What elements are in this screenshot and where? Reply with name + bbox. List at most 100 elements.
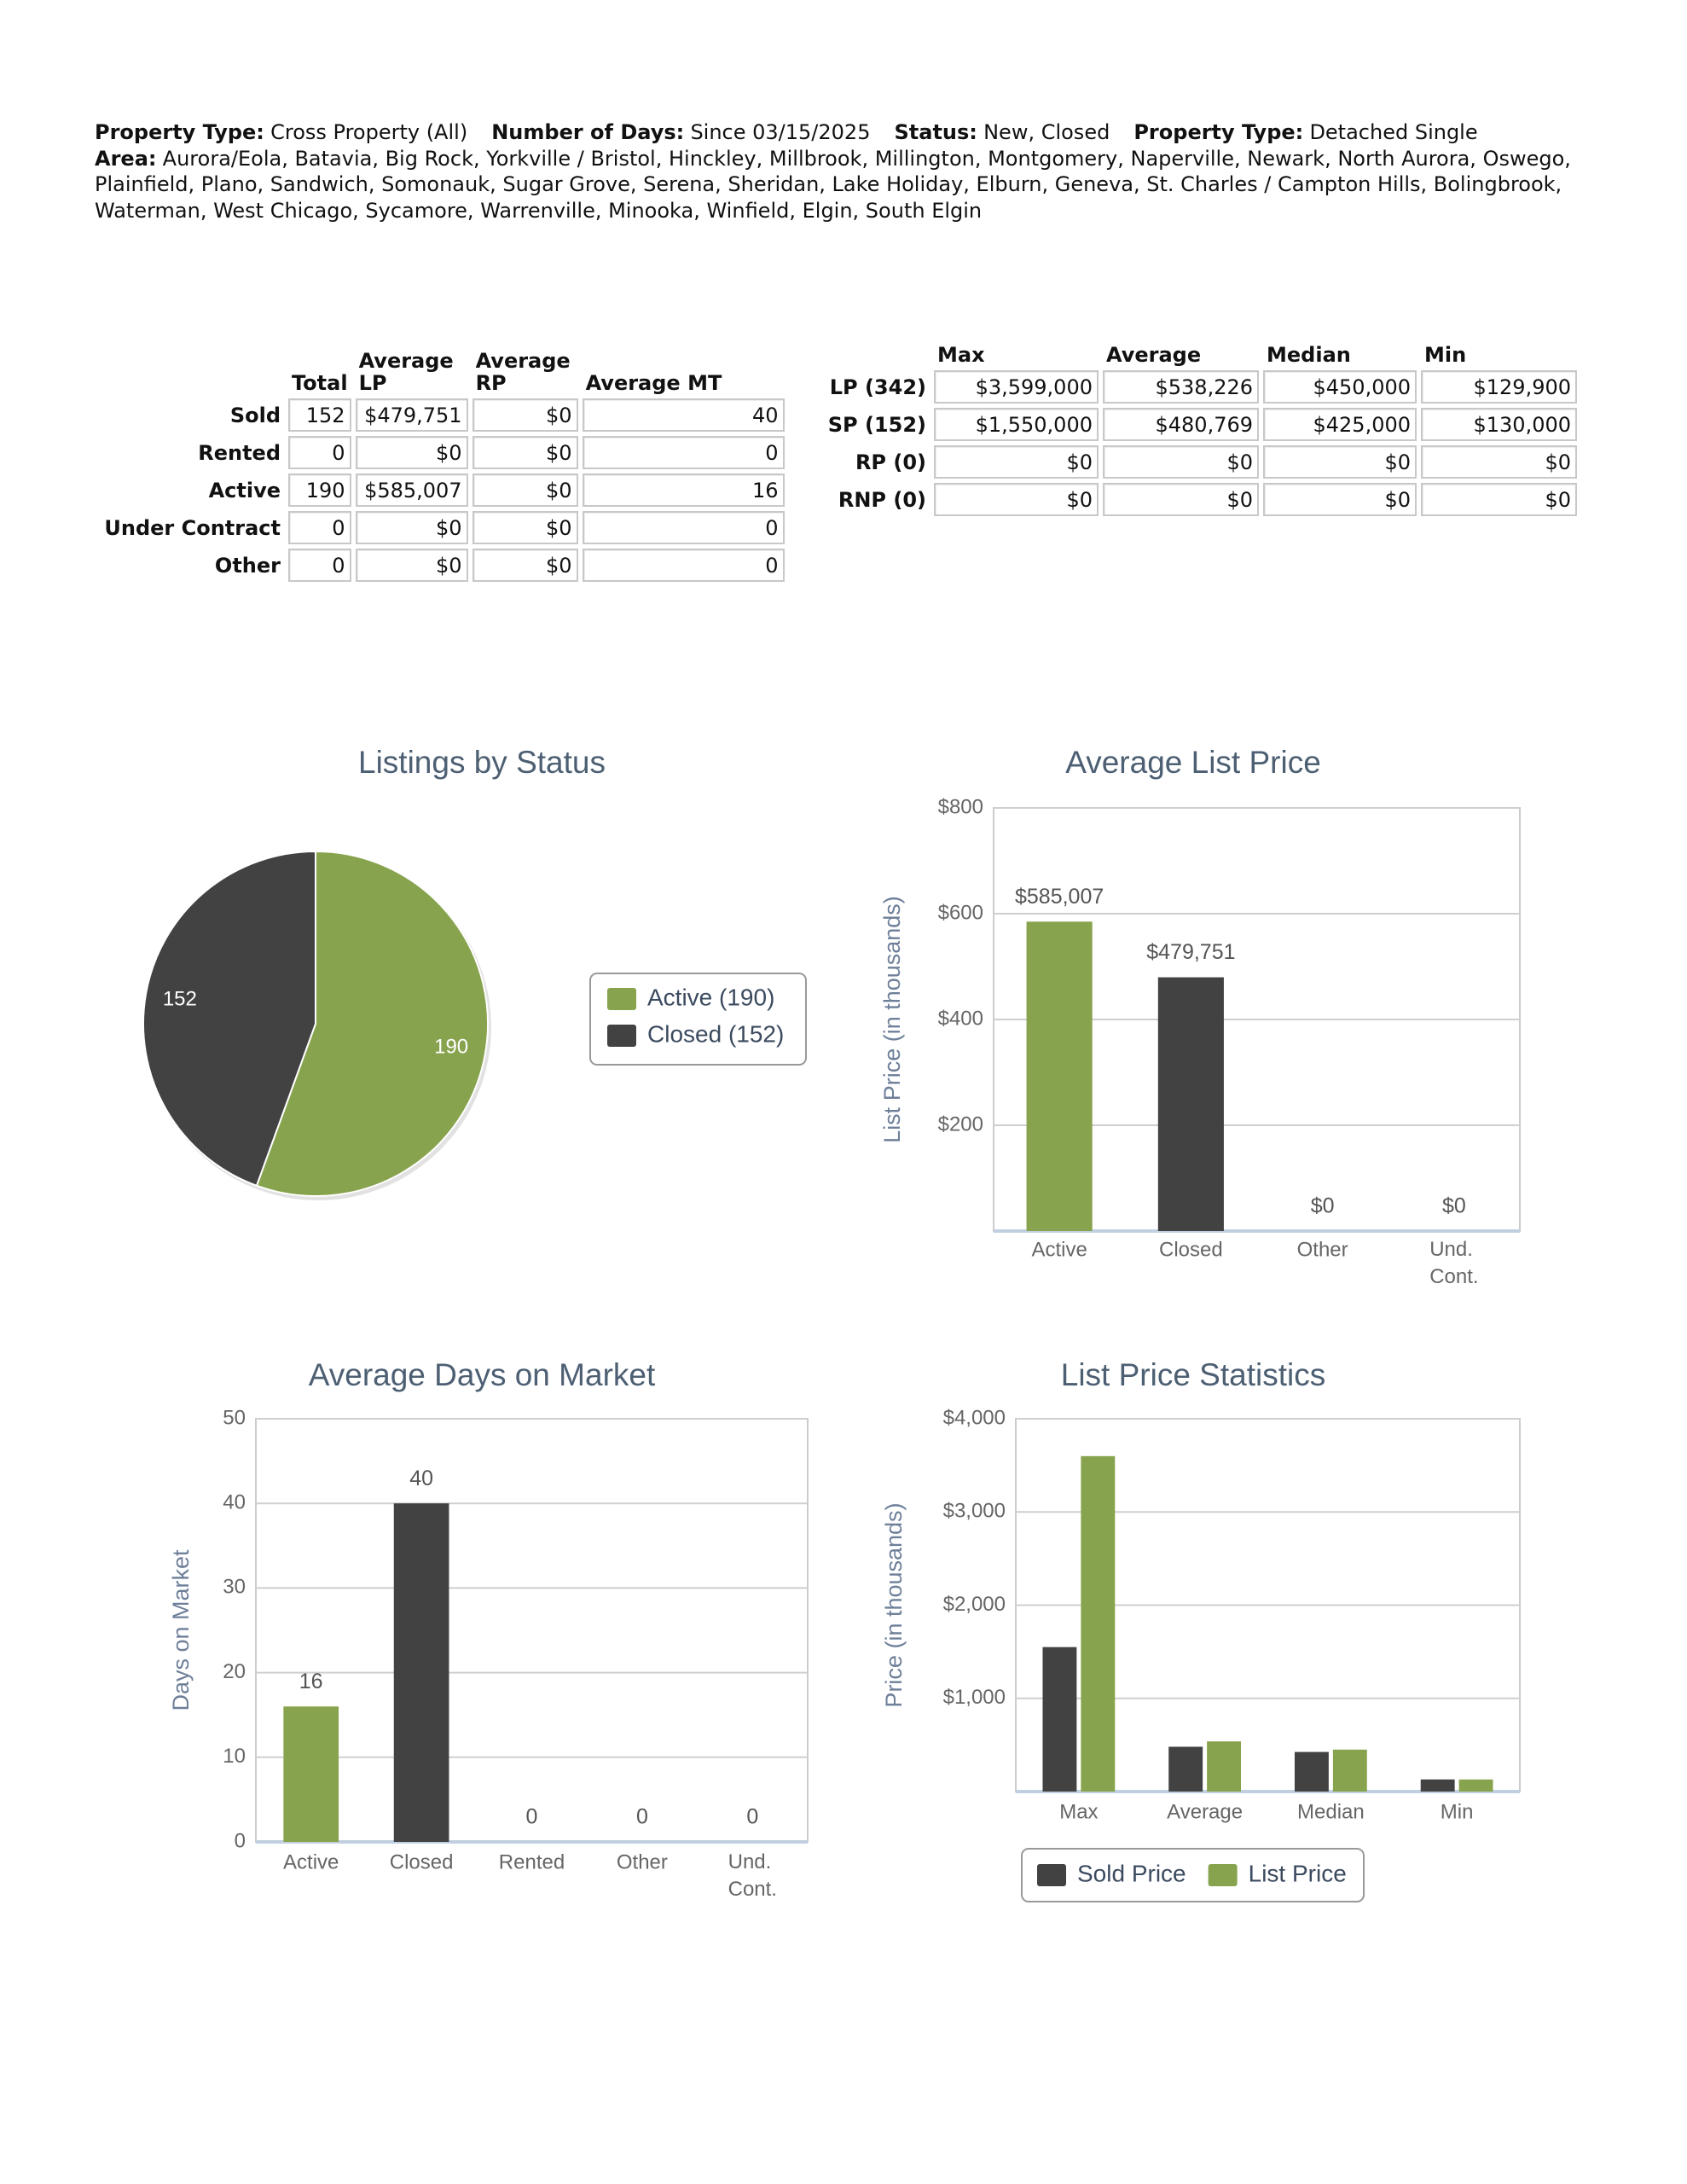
value-label: $585,007 [1015, 885, 1104, 909]
table-cell: 0 [582, 511, 785, 544]
header-row: Total Average LP Average RP Average MT [95, 350, 785, 394]
table-cell: $480,769 [1103, 408, 1259, 441]
legend-swatch [607, 1025, 636, 1047]
table-cell: 0 [288, 436, 351, 469]
table-cell: 0 [288, 549, 351, 582]
corner-cell [820, 344, 930, 366]
y-axis-title: Price (in thousands) [881, 1502, 907, 1707]
table-cell: $0 [472, 549, 578, 582]
table-cell: $538,226 [1103, 370, 1259, 404]
value-label: $0 [1311, 1194, 1335, 1218]
bar [1207, 1741, 1242, 1792]
y-axis-title: List Price (in thousands) [879, 896, 905, 1143]
table-row: LP (342) $3,599,000 $538,226 $450,000 $129,9… [820, 370, 1577, 404]
price-table: Max Average Median Min LP (342) $3,599,000 $53… [816, 340, 1581, 520]
table-cell: 190 [288, 473, 351, 507]
summary-table: Total Average LP Average RP Average MT Sold 1… [90, 346, 789, 586]
table-row: Rented 0 $0 $0 0 [95, 436, 785, 469]
table-cell: 16 [582, 473, 785, 507]
table-row: Under Contract 0 $0 $0 0 [95, 511, 785, 544]
table-cell: $1,550,000 [934, 408, 1099, 441]
legend-swatch [1208, 1864, 1238, 1886]
legend-label: Active (190) [647, 984, 774, 1010]
column-header: Average [1106, 343, 1202, 367]
x-tick-label: Other [617, 1850, 668, 1873]
row-header: RNP (0) [838, 487, 926, 512]
pie-slice [255, 850, 489, 1197]
y-tick-label: $4,000 [943, 1406, 1006, 1429]
y-tick-label: 0 [235, 1829, 246, 1852]
filter-field: Status: New, Closed [895, 120, 1110, 144]
value-label: 0 [746, 1805, 758, 1829]
corner-cell [95, 350, 284, 394]
bar [1332, 1749, 1367, 1792]
row-header: Under Contract [104, 515, 281, 540]
header-row: Max Average Median Min [820, 344, 1577, 366]
y-tick-label: $1,000 [943, 1686, 1006, 1709]
chart-title: Listings by Status [358, 745, 606, 780]
column-header: Min [1424, 343, 1467, 367]
table-cell: $585,007 [355, 473, 468, 507]
column-header: Average MT [585, 371, 722, 395]
value-label: $479,751 [1146, 940, 1235, 964]
table-cell: $0 [1421, 445, 1577, 479]
legend-label: Sold Price [1077, 1860, 1186, 1886]
table-cell: 0 [582, 549, 785, 582]
y-tick-label: $800 [938, 795, 983, 818]
table-cell: $0 [472, 398, 578, 432]
field-label: Status: [894, 120, 977, 144]
field-value: New, Closed [983, 120, 1110, 144]
bar [1026, 921, 1093, 1231]
x-tick-label: Max [1059, 1800, 1098, 1823]
table-cell: $0 [355, 511, 468, 544]
table-cell: 0 [582, 436, 785, 469]
column-header: Average RP [475, 349, 571, 395]
table-cell: $0 [934, 483, 1099, 516]
bar [283, 1706, 339, 1842]
x-tick-label: Und. Cont. [728, 1850, 777, 1901]
row-header: Rented [198, 440, 281, 465]
legend-swatch [1037, 1864, 1066, 1886]
y-tick-label: $200 [938, 1112, 983, 1136]
legend-box [1021, 1848, 1365, 1902]
bar [1081, 1455, 1116, 1792]
table-cell: 152 [288, 398, 351, 432]
table-cell: $0 [1103, 483, 1259, 516]
area-label: Area: [95, 146, 157, 171]
value-label: 0 [636, 1805, 648, 1829]
table-cell: $0 [472, 511, 578, 544]
y-tick-label: 20 [223, 1660, 246, 1683]
pie-slice [142, 850, 316, 1188]
field-label: Property Type: [1133, 120, 1304, 144]
pie-label: 190 [434, 1035, 468, 1058]
legend-label: List Price [1249, 1860, 1347, 1886]
x-tick-label: Rented [499, 1850, 565, 1873]
y-axis-title: Days on Market [168, 1549, 194, 1711]
y-tick-label: 30 [223, 1576, 246, 1599]
column-header: Total [292, 371, 348, 395]
filter-field: Number of Days: Since 03/15/2025 [491, 120, 870, 144]
bar [1157, 977, 1224, 1231]
table-cell: $0 [1103, 445, 1259, 479]
legend-swatch [607, 988, 636, 1010]
table-cell: $450,000 [1263, 370, 1417, 404]
bar [1420, 1779, 1455, 1792]
chart-title: Average List Price [1065, 745, 1321, 780]
table-cell: $0 [355, 436, 468, 469]
table-row: RNP (0) $0 $0 $0 $0 [820, 483, 1577, 516]
field-value: Detached Single [1309, 120, 1478, 144]
bar [1294, 1751, 1329, 1792]
row-header: Other [214, 553, 281, 578]
field-value: Since 03/15/2025 [690, 120, 871, 144]
row-header: SP (152) [827, 412, 926, 437]
value-label: 0 [526, 1805, 538, 1829]
report-header: Property Type: Cross Property (All) Numbe… [95, 119, 1609, 224]
table-cell: $0 [472, 436, 578, 469]
bar [1458, 1779, 1493, 1792]
table-cell: $425,000 [1263, 408, 1417, 441]
filter-field: Property Type: Cross Property (All) [95, 120, 467, 144]
table-cell: $479,751 [355, 398, 468, 432]
chart-title: Average Days on Market [309, 1357, 656, 1392]
field-label: Number of Days: [491, 120, 685, 144]
